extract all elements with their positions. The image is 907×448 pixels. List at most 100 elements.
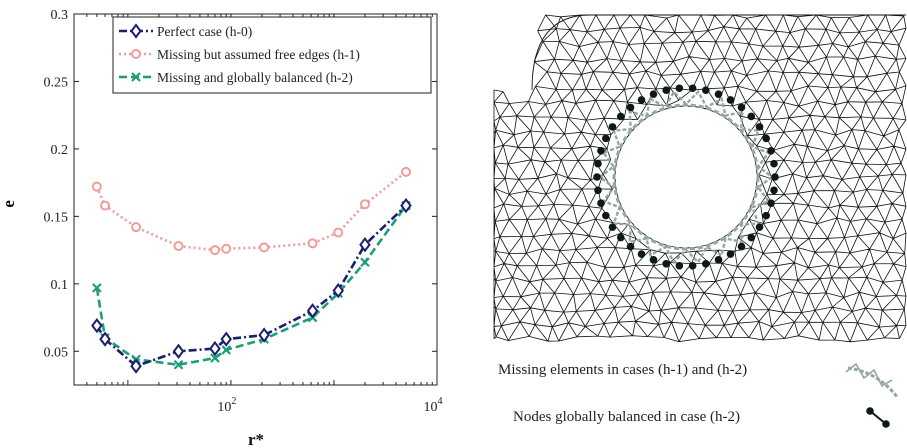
y-tick-label: 0.1 xyxy=(51,278,69,293)
balanced-node xyxy=(755,123,764,131)
balanced-node xyxy=(755,223,764,231)
balanced-nodes-caption: Nodes globally balanced in case (h-2) xyxy=(513,409,740,425)
balanced-node xyxy=(649,90,658,98)
x-marker xyxy=(210,353,220,363)
balanced-node xyxy=(714,256,723,264)
diamond-marker xyxy=(99,331,111,347)
mesh-edges xyxy=(493,14,907,343)
balanced-node xyxy=(662,86,670,95)
balanced-node xyxy=(602,134,610,143)
balanced-node xyxy=(714,90,723,98)
balanced-node xyxy=(649,256,658,264)
error-vs-r-chart: 0.05 0.1 0.15 0.2 0.25 0.3 102 104 Perfect case… xyxy=(0,8,443,448)
missing-elements-caption: Missing elements in cases (h-1) and (h-2… xyxy=(498,362,748,378)
circle-marker xyxy=(221,243,232,254)
chart-axes: 0.05 0.1 0.15 0.2 0.25 0.3 102 104 xyxy=(44,8,443,415)
balanced-nodes-icon-node xyxy=(866,407,874,415)
balanced-node xyxy=(770,186,778,195)
plot-frame xyxy=(73,13,438,386)
balanced-node xyxy=(675,261,684,270)
balanced-node xyxy=(767,146,775,155)
balanced-node xyxy=(762,134,770,143)
balanced-node xyxy=(737,242,746,251)
series-line xyxy=(95,170,407,252)
balanced-node xyxy=(702,86,710,95)
balanced-node xyxy=(597,146,605,155)
legend-box xyxy=(112,16,432,94)
series-line xyxy=(95,204,407,368)
circle-marker xyxy=(333,227,344,238)
balanced-node xyxy=(675,84,684,93)
y-tick-label: 0.15 xyxy=(44,210,69,225)
circle-marker xyxy=(100,200,111,211)
balanced-node xyxy=(767,199,775,208)
balanced-node xyxy=(597,199,605,208)
diamond-marker xyxy=(91,317,103,334)
diamond-marker xyxy=(359,237,371,253)
x-marker xyxy=(360,257,370,268)
triangular-mesh xyxy=(493,14,907,343)
balanced-node xyxy=(616,112,625,121)
balanced-node xyxy=(616,233,625,242)
circle-marker xyxy=(173,241,184,252)
diamond-marker xyxy=(130,358,142,374)
balanced-node xyxy=(688,84,697,93)
y-tick-label: 0.25 xyxy=(44,75,69,90)
balanced-node xyxy=(747,112,756,121)
x-marker xyxy=(173,359,184,370)
balanced-nodes-ring xyxy=(593,84,779,270)
balanced-nodes-icon-node xyxy=(882,420,890,428)
circle-marker xyxy=(359,199,370,210)
y-axis-label: e xyxy=(0,200,18,208)
balanced-node xyxy=(626,242,635,251)
balanced-node xyxy=(637,96,646,104)
chart-legend: Perfect case (h-0) Missing but assumed fr… xyxy=(112,16,432,94)
balanced-node xyxy=(602,211,610,220)
x-tick-label: 104 xyxy=(424,396,443,415)
hole xyxy=(614,105,758,249)
balanced-node xyxy=(747,233,756,242)
balanced-node xyxy=(608,123,617,131)
x-marker xyxy=(131,72,141,82)
chart-series xyxy=(91,166,412,374)
circle-marker xyxy=(209,245,220,256)
legend-entry: Missing but assumed free edges (h-1) xyxy=(157,47,360,62)
balanced-node xyxy=(608,223,617,231)
legend-entry: Perfect case (h-0) xyxy=(157,24,252,39)
diamond-marker xyxy=(258,327,270,343)
y-tick-label: 0.05 xyxy=(44,345,69,360)
circle-marker xyxy=(259,242,270,253)
x-tick-label: 102 xyxy=(217,396,236,415)
balanced-node xyxy=(702,259,710,268)
x-marker xyxy=(92,283,102,293)
mesh-boundary xyxy=(531,14,906,91)
balanced-node xyxy=(626,103,635,112)
circle-marker xyxy=(131,222,142,233)
balanced-node xyxy=(594,186,602,195)
balanced-node xyxy=(637,250,646,258)
diamond-marker xyxy=(209,340,221,357)
x-axis-label: r* xyxy=(248,430,264,448)
x-marker xyxy=(221,345,231,355)
circle-marker xyxy=(131,49,141,59)
balanced-node xyxy=(662,259,670,268)
diamond-marker xyxy=(220,331,232,347)
mesh-legend-icons xyxy=(845,362,900,428)
diamond-marker xyxy=(306,303,319,319)
balanced-node xyxy=(688,261,697,270)
balanced-node xyxy=(762,211,770,220)
balanced-node xyxy=(771,173,779,181)
balanced-node xyxy=(770,159,778,168)
circle-marker xyxy=(400,166,411,177)
balanced-node xyxy=(737,103,746,112)
balanced-node xyxy=(594,159,602,168)
legend-entry: Missing and globally balanced (h-2) xyxy=(157,70,353,85)
y-tick-label: 0.3 xyxy=(51,8,69,23)
diamond-marker xyxy=(172,343,185,359)
diamond-marker xyxy=(130,23,142,39)
circle-marker xyxy=(91,181,102,192)
y-tick-label: 0.2 xyxy=(51,143,69,158)
missing-elements-icon xyxy=(847,366,900,399)
balanced-node xyxy=(726,250,735,258)
